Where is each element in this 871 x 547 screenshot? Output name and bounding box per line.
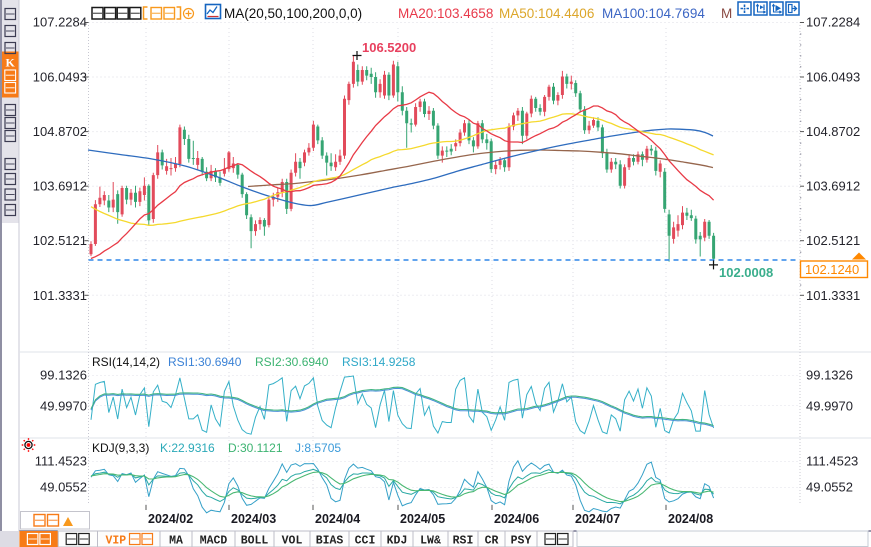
svg-text:99.1326: 99.1326 [806,368,853,383]
svg-text:106.0493: 106.0493 [806,70,860,85]
svg-text:111.4523: 111.4523 [35,454,87,469]
svg-text:J:8.5705: J:8.5705 [295,441,341,455]
svg-text:LW&: LW& [420,535,441,547]
svg-text:MA50:104.4406: MA50:104.4406 [499,6,594,21]
svg-text:MA: MA [169,535,183,547]
svg-text:D:30.1121: D:30.1121 [228,441,283,455]
svg-text:RSI: RSI [453,535,474,547]
svg-text:BOLL: BOLL [241,535,269,547]
svg-text:103.6912: 103.6912 [33,179,87,194]
svg-text:107.2284: 107.2284 [33,15,87,30]
svg-text:VIP: VIP [106,535,127,547]
svg-text:103.6912: 103.6912 [806,179,860,194]
svg-text:RSI1:30.6940: RSI1:30.6940 [168,355,242,369]
svg-text:106.0493: 106.0493 [33,70,87,85]
svg-text:2024/07: 2024/07 [575,512,620,526]
svg-text:2024/02: 2024/02 [148,512,193,526]
svg-text:MA(20,50,100,200,0,0): MA(20,50,100,200,0,0) [224,6,362,21]
svg-text:K: K [6,56,16,70]
svg-text:MA100:104.7694: MA100:104.7694 [602,6,705,21]
svg-text:49.0552: 49.0552 [806,480,853,495]
svg-text:101.3331: 101.3331 [806,288,860,303]
svg-text:49.9970: 49.9970 [40,399,87,414]
svg-text:102.0008: 102.0008 [719,265,773,280]
svg-text:102.5121: 102.5121 [33,233,87,248]
svg-text:2024/04: 2024/04 [315,512,360,526]
svg-text:49.9970: 49.9970 [806,399,853,414]
svg-text:106.5200: 106.5200 [362,40,416,55]
svg-text:102.1240: 102.1240 [805,262,859,277]
svg-text:2024/03: 2024/03 [231,512,276,526]
svg-text:104.8702: 104.8702 [33,124,87,139]
svg-text:MACD: MACD [200,535,228,547]
svg-text:M: M [721,6,732,21]
svg-text:MA20:103.4658: MA20:103.4658 [398,6,493,21]
svg-text:CCI: CCI [355,535,376,547]
svg-text:RSI3:14.9258: RSI3:14.9258 [342,355,416,369]
svg-text:BIAS: BIAS [316,535,344,547]
svg-text:2024/05: 2024/05 [400,512,445,526]
svg-text:KDJ(9,3,3): KDJ(9,3,3) [92,441,149,455]
svg-text:VOL: VOL [282,535,303,547]
svg-text:RSI(14,14,2): RSI(14,14,2) [92,355,160,369]
svg-text:107.2284: 107.2284 [806,15,860,30]
svg-text:111.4523: 111.4523 [806,454,858,469]
svg-text:101.3331: 101.3331 [33,288,87,303]
svg-text:CR: CR [485,535,499,547]
svg-text:2024/08: 2024/08 [668,512,713,526]
svg-text:RSI2:30.6940: RSI2:30.6940 [255,355,329,369]
svg-text:K:22.9316: K:22.9316 [160,441,215,455]
svg-text:KDJ: KDJ [387,535,408,547]
svg-text:99.1326: 99.1326 [40,368,87,383]
svg-text:102.5121: 102.5121 [806,233,860,248]
svg-text:PSY: PSY [511,535,532,547]
svg-text:2024/06: 2024/06 [494,512,539,526]
svg-text:104.8702: 104.8702 [806,124,860,139]
svg-text:49.0552: 49.0552 [40,480,87,495]
